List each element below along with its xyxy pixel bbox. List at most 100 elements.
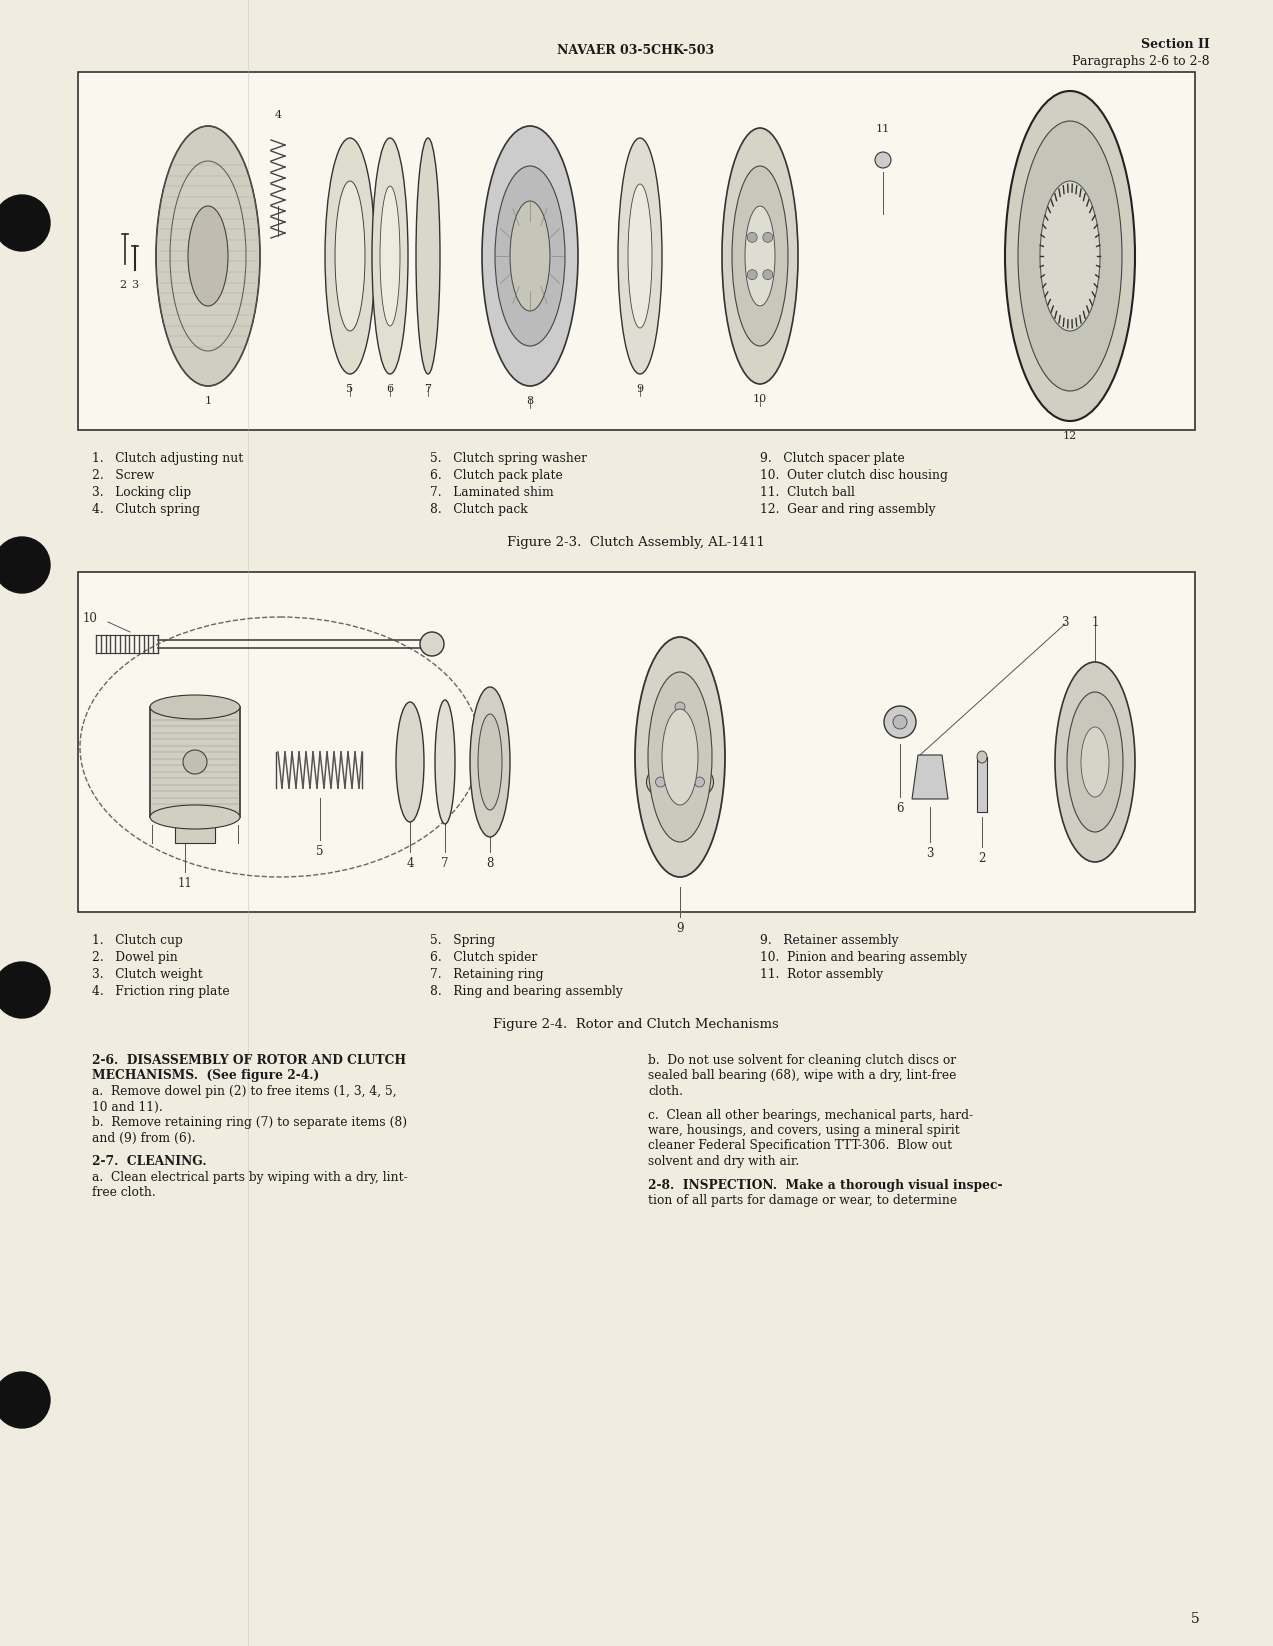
Ellipse shape <box>416 138 440 374</box>
Text: and (9) from (6).: and (9) from (6). <box>92 1131 196 1144</box>
Text: NAVAER 03-5CHK-503: NAVAER 03-5CHK-503 <box>558 44 714 58</box>
Text: 7: 7 <box>424 384 432 393</box>
Text: 11.  Rotor assembly: 11. Rotor assembly <box>760 968 883 981</box>
Text: 10: 10 <box>752 393 768 403</box>
Ellipse shape <box>381 186 400 326</box>
Text: 2-8.  INSPECTION.  Make a thorough visual inspec-: 2-8. INSPECTION. Make a thorough visual … <box>648 1179 1003 1192</box>
Text: 1: 1 <box>205 397 211 407</box>
Text: MECHANISMS.  (See figure 2-4.): MECHANISMS. (See figure 2-4.) <box>92 1070 320 1083</box>
Text: 8: 8 <box>527 397 533 407</box>
Text: 8.   Ring and bearing assembly: 8. Ring and bearing assembly <box>430 984 622 997</box>
Text: 8: 8 <box>486 858 494 871</box>
Text: Figure 2-4.  Rotor and Clutch Mechanisms: Figure 2-4. Rotor and Clutch Mechanisms <box>493 1017 779 1030</box>
Text: 5: 5 <box>1192 1611 1200 1626</box>
Text: 2-6.  DISASSEMBLY OF ROTOR AND CLUTCH: 2-6. DISASSEMBLY OF ROTOR AND CLUTCH <box>92 1053 406 1067</box>
Ellipse shape <box>635 637 726 877</box>
Text: ware, housings, and covers, using a mineral spirit: ware, housings, and covers, using a mine… <box>648 1124 960 1137</box>
Ellipse shape <box>976 751 987 764</box>
Ellipse shape <box>617 138 662 374</box>
Text: 3: 3 <box>927 848 934 859</box>
Text: 6: 6 <box>387 384 393 393</box>
Circle shape <box>647 769 675 797</box>
Text: 11: 11 <box>178 877 192 890</box>
Text: cloth.: cloth. <box>648 1085 684 1098</box>
Circle shape <box>695 777 704 787</box>
Circle shape <box>183 751 207 774</box>
Text: 2-7.  CLEANING.: 2-7. CLEANING. <box>92 1155 206 1169</box>
Circle shape <box>420 632 444 657</box>
Text: 10 and 11).: 10 and 11). <box>92 1101 163 1113</box>
Circle shape <box>763 232 773 242</box>
Circle shape <box>892 714 906 729</box>
Text: 3: 3 <box>1062 616 1069 629</box>
Text: 10.  Pinion and bearing assembly: 10. Pinion and bearing assembly <box>760 951 967 965</box>
Ellipse shape <box>188 206 228 306</box>
Ellipse shape <box>1081 728 1109 797</box>
Ellipse shape <box>335 181 365 331</box>
Text: 5: 5 <box>316 844 323 858</box>
Text: 8.   Clutch pack: 8. Clutch pack <box>430 504 527 515</box>
Circle shape <box>675 701 685 713</box>
Text: 10: 10 <box>83 612 98 625</box>
Ellipse shape <box>662 709 698 805</box>
Circle shape <box>883 706 917 737</box>
Text: 4: 4 <box>406 858 414 871</box>
Text: 1: 1 <box>1091 616 1099 629</box>
Ellipse shape <box>325 138 376 374</box>
Text: Section II: Section II <box>1142 38 1211 51</box>
Text: 2: 2 <box>979 853 985 866</box>
Ellipse shape <box>482 127 578 387</box>
Ellipse shape <box>1004 91 1136 421</box>
Ellipse shape <box>1018 122 1122 392</box>
Ellipse shape <box>372 138 409 374</box>
Text: 9: 9 <box>636 384 644 393</box>
Bar <box>78 72 1195 430</box>
Text: 2: 2 <box>120 280 126 290</box>
Bar <box>976 757 987 811</box>
Text: c.  Clean all other bearings, mechanical parts, hard-: c. Clean all other bearings, mechanical … <box>648 1108 973 1121</box>
Ellipse shape <box>1040 181 1100 331</box>
Ellipse shape <box>495 166 565 346</box>
Text: 4: 4 <box>275 110 281 120</box>
Text: 11: 11 <box>876 123 890 133</box>
Text: 7.   Laminated shim: 7. Laminated shim <box>430 486 554 499</box>
Ellipse shape <box>157 127 260 387</box>
Ellipse shape <box>510 201 550 311</box>
Ellipse shape <box>648 672 712 843</box>
Text: 11.  Clutch ball: 11. Clutch ball <box>760 486 855 499</box>
Circle shape <box>656 777 666 787</box>
Text: tion of all parts for damage or wear, to determine: tion of all parts for damage or wear, to… <box>648 1193 957 1207</box>
Bar <box>78 573 1195 912</box>
Circle shape <box>0 1373 50 1429</box>
Text: 5: 5 <box>346 384 354 393</box>
Text: 6.   Clutch spider: 6. Clutch spider <box>430 951 537 965</box>
Circle shape <box>666 693 694 721</box>
Ellipse shape <box>150 805 241 830</box>
Polygon shape <box>911 756 948 798</box>
Text: 1.   Clutch cup: 1. Clutch cup <box>92 933 183 946</box>
Ellipse shape <box>628 184 652 328</box>
Text: a.  Clean electrical parts by wiping with a dry, lint-: a. Clean electrical parts by wiping with… <box>92 1170 407 1183</box>
Text: 9.   Clutch spacer plate: 9. Clutch spacer plate <box>760 453 905 466</box>
Circle shape <box>0 961 50 1017</box>
Bar <box>174 825 215 843</box>
Text: b.  Do not use solvent for cleaning clutch discs or: b. Do not use solvent for cleaning clutc… <box>648 1053 956 1067</box>
Text: Paragraphs 2-6 to 2-8: Paragraphs 2-6 to 2-8 <box>1072 54 1211 67</box>
Circle shape <box>0 537 50 593</box>
Text: 6.   Clutch pack plate: 6. Clutch pack plate <box>430 469 563 482</box>
Ellipse shape <box>1055 662 1136 863</box>
Ellipse shape <box>722 128 798 384</box>
Text: 4.   Friction ring plate: 4. Friction ring plate <box>92 984 229 997</box>
FancyBboxPatch shape <box>150 708 241 816</box>
Ellipse shape <box>470 686 510 838</box>
Text: b.  Remove retaining ring (7) to separate items (8): b. Remove retaining ring (7) to separate… <box>92 1116 407 1129</box>
Text: 7.   Retaining ring: 7. Retaining ring <box>430 968 544 981</box>
Text: 12.  Gear and ring assembly: 12. Gear and ring assembly <box>760 504 936 515</box>
Text: 10.  Outer clutch disc housing: 10. Outer clutch disc housing <box>760 469 948 482</box>
Text: 5.   Spring: 5. Spring <box>430 933 495 946</box>
Ellipse shape <box>732 166 788 346</box>
Circle shape <box>763 270 773 280</box>
Text: Figure 2-3.  Clutch Assembly, AL-1411: Figure 2-3. Clutch Assembly, AL-1411 <box>507 537 765 550</box>
Circle shape <box>0 194 50 250</box>
Text: 3: 3 <box>131 280 139 290</box>
